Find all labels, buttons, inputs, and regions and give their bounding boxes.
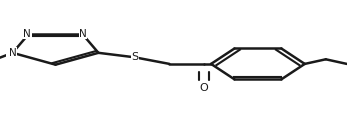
Text: O: O — [200, 83, 209, 93]
Text: N: N — [7, 48, 15, 58]
Text: S: S — [131, 52, 138, 62]
Text: N: N — [79, 29, 87, 39]
Text: N: N — [9, 48, 17, 58]
Text: N: N — [23, 29, 31, 39]
